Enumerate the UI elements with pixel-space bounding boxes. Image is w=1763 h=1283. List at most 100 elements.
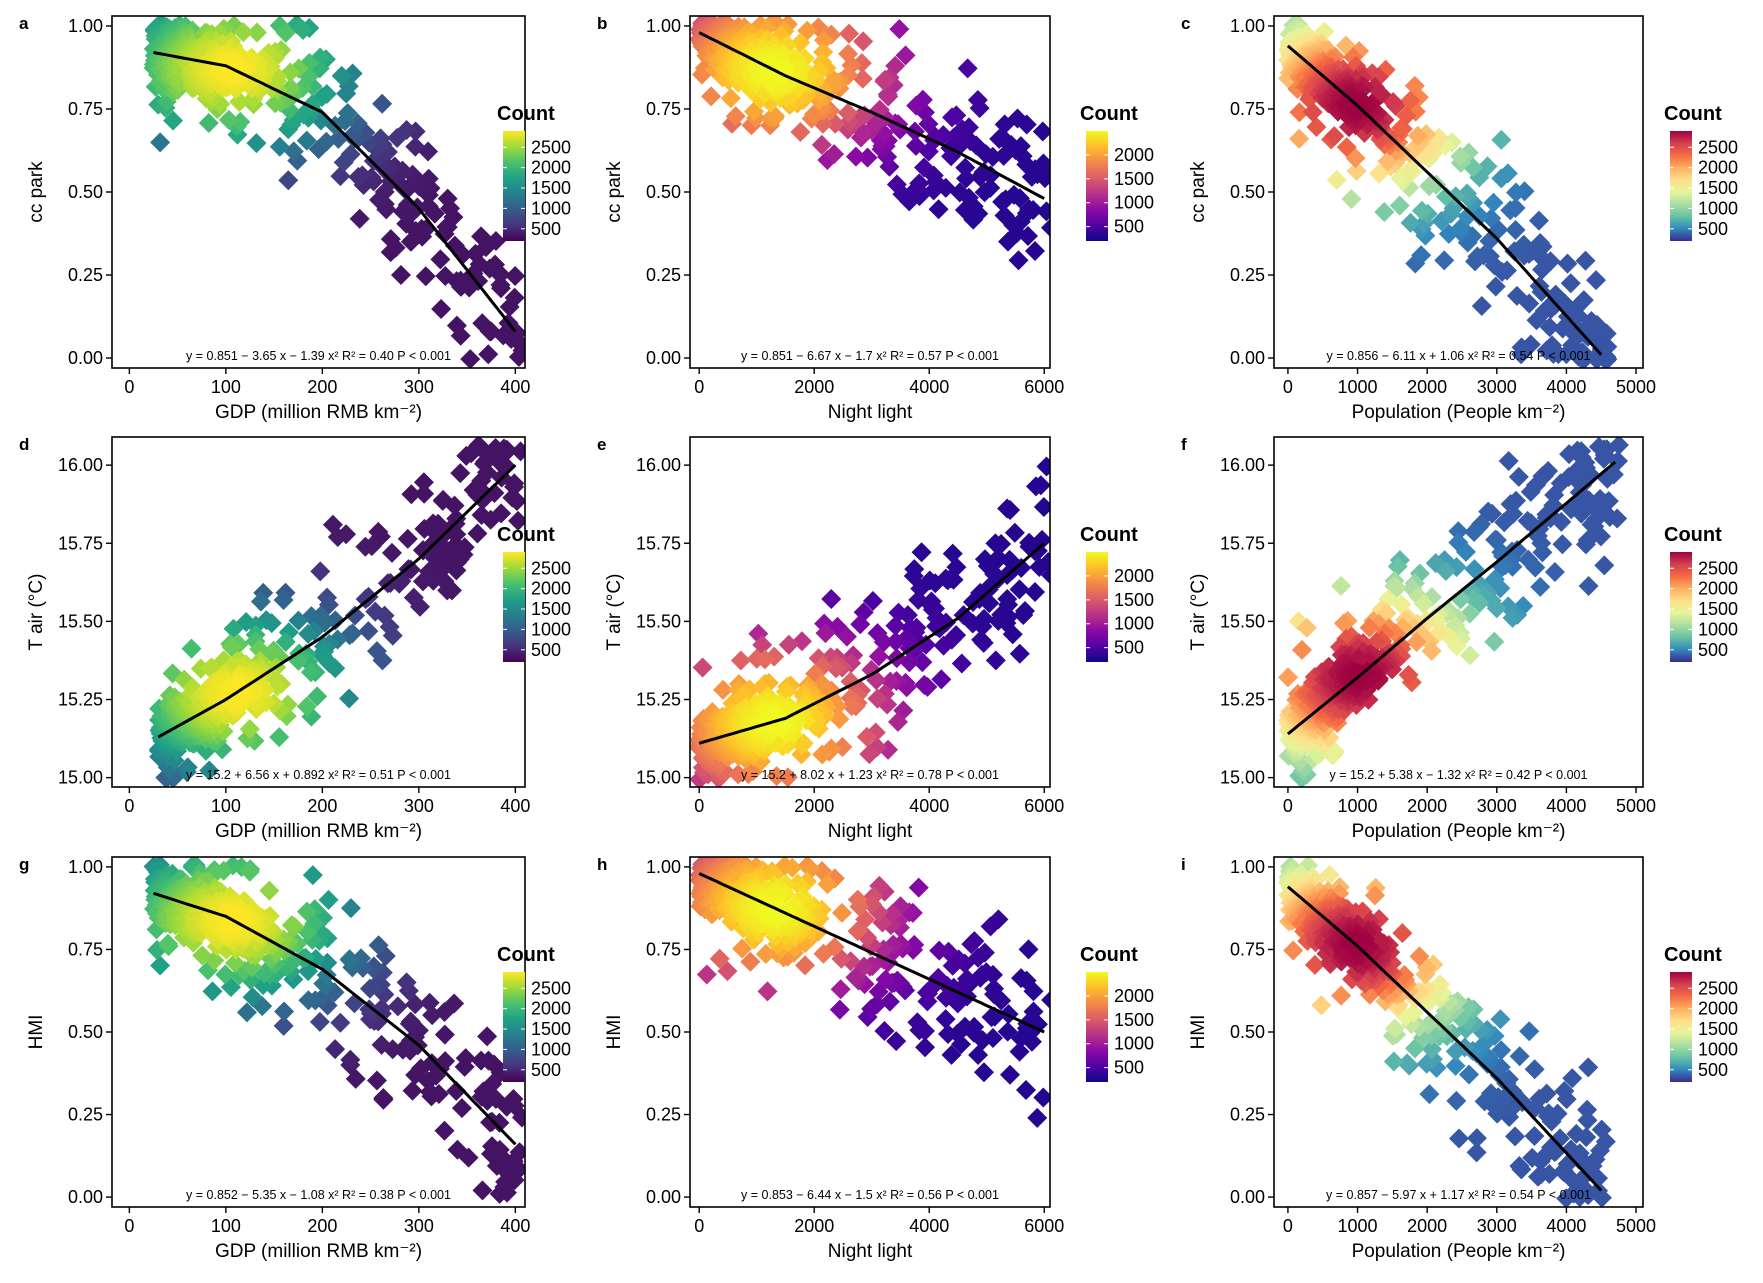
y-axis-title: cc park bbox=[604, 161, 625, 223]
x-axis-title: Population (People km⁻²) bbox=[1352, 402, 1566, 423]
fit-line bbox=[1286, 460, 1617, 736]
x-tick-label: 0 bbox=[124, 796, 134, 816]
legend-title: Count bbox=[1080, 944, 1138, 966]
x-tick-label: 1000 bbox=[1338, 796, 1378, 816]
y-tick-label: 0.75 bbox=[1230, 99, 1265, 119]
x-axis-title: GDP (million RMB km⁻²) bbox=[215, 1241, 422, 1262]
legend-title: Count bbox=[497, 103, 555, 125]
legend-label: 2500 bbox=[531, 558, 571, 578]
panel-i: i 0 1000 2000 3000 4000 5000 0.00 0.25 0.50 0.75 1.… bbox=[1181, 855, 1738, 1262]
x-tick-label: 0 bbox=[1283, 1216, 1293, 1236]
fit-equation: y = 0.857 − 5.97 x + 1.17 x² R² = 0.54 P… bbox=[1326, 1188, 1591, 1202]
y-tick-label: 0.00 bbox=[68, 1187, 103, 1207]
y-tick-label: 0.00 bbox=[646, 348, 681, 368]
x-tick-label: 6000 bbox=[1024, 377, 1064, 397]
y-tick-label: 0.75 bbox=[1230, 939, 1265, 959]
y-axis-title: HMI bbox=[604, 1015, 625, 1050]
y-tick-label: 0.25 bbox=[1230, 1105, 1265, 1125]
legend-title: Count bbox=[1664, 103, 1722, 125]
x-tick-label: 100 bbox=[211, 377, 241, 397]
legend-label: 1500 bbox=[1698, 178, 1738, 198]
x-tick-label: 1000 bbox=[1338, 377, 1378, 397]
fit-equation: y = 0.853 − 6.44 x − 1.5 x² R² = 0.56 P … bbox=[741, 1188, 999, 1202]
x-tick-label: 400 bbox=[500, 377, 530, 397]
legend-label: 500 bbox=[1698, 640, 1728, 660]
legend-colorbar bbox=[1670, 552, 1692, 662]
y-tick-label: 1.00 bbox=[1230, 16, 1265, 36]
fit-line bbox=[698, 542, 1046, 745]
y-axis-title: cc park bbox=[26, 161, 47, 223]
panel-g: g 0 100 200 300 400 0.00 0.25 0.50 0.75 1.00 GDP (m… bbox=[19, 855, 571, 1262]
x-tick-label: 2000 bbox=[1407, 796, 1447, 816]
panel-letter: c bbox=[1181, 14, 1190, 33]
x-tick-label: 2000 bbox=[794, 796, 834, 816]
legend-label: 2000 bbox=[1698, 999, 1738, 1019]
density-points bbox=[690, 857, 1050, 1128]
legend-title: Count bbox=[1664, 944, 1722, 966]
x-tick-label: 5000 bbox=[1616, 796, 1656, 816]
density-points bbox=[690, 16, 1050, 271]
y-axis-title: T air (°C) bbox=[26, 574, 47, 651]
x-tick-label: 0 bbox=[694, 1216, 704, 1236]
legend-label: 1000 bbox=[531, 1039, 571, 1059]
x-tick-label: 300 bbox=[404, 377, 434, 397]
y-tick-label: 16.00 bbox=[58, 455, 103, 475]
x-tick-label: 2000 bbox=[794, 377, 834, 397]
panel-f: f 0 1000 2000 3000 4000 5000 15.00 15.25 15.50 15.… bbox=[1181, 435, 1738, 842]
y-tick-label: 0.00 bbox=[1230, 348, 1265, 368]
legend-label: 500 bbox=[531, 640, 561, 660]
legend-label: 1500 bbox=[531, 599, 571, 619]
x-axis-title: Night light bbox=[828, 821, 913, 842]
y-tick-label: 0.50 bbox=[1230, 182, 1265, 202]
y-tick-label: 0.50 bbox=[646, 182, 681, 202]
legend-colorbar bbox=[503, 552, 525, 662]
fit-equation: y = 0.851 − 6.67 x − 1.7 x² R² = 0.57 P … bbox=[741, 349, 999, 363]
x-tick-label: 400 bbox=[500, 1216, 530, 1236]
fit-equation: y = 0.852 − 5.35 x − 1.08 x² R² = 0.38 P… bbox=[186, 1188, 451, 1202]
y-tick-label: 1.00 bbox=[646, 16, 681, 36]
x-tick-label: 300 bbox=[404, 1216, 434, 1236]
x-tick-label: 400 bbox=[500, 796, 530, 816]
y-tick-label: 0.25 bbox=[1230, 265, 1265, 285]
fit-equation: y = 15.2 + 6.56 x + 0.892 x² R² = 0.51 P… bbox=[186, 768, 451, 782]
panel-letter: f bbox=[1181, 435, 1187, 454]
legend-label: 1500 bbox=[531, 178, 571, 198]
y-tick-label: 0.25 bbox=[646, 265, 681, 285]
legend-label: 500 bbox=[1698, 219, 1728, 239]
y-tick-label: 15.50 bbox=[58, 611, 103, 631]
legend-label: 2500 bbox=[531, 137, 571, 157]
density-points bbox=[1277, 16, 1618, 368]
x-tick-label: 200 bbox=[307, 1216, 337, 1236]
y-tick-label: 0.75 bbox=[68, 99, 103, 119]
legend-label: 1500 bbox=[1114, 1010, 1154, 1030]
y-axis-title: HMI bbox=[26, 1015, 47, 1050]
x-tick-label: 2000 bbox=[1407, 377, 1447, 397]
x-tick-label: 0 bbox=[694, 377, 704, 397]
y-tick-label: 0.25 bbox=[68, 265, 103, 285]
fit-line bbox=[1286, 44, 1603, 356]
legend-colorbar bbox=[1670, 972, 1692, 1082]
y-axis-title: cc park bbox=[1188, 161, 1209, 223]
legend-colorbar bbox=[503, 972, 525, 1082]
legend-label: 2500 bbox=[1698, 978, 1738, 998]
legend-label: 500 bbox=[1114, 217, 1144, 237]
x-axis-title: GDP (million RMB km⁻²) bbox=[215, 402, 422, 423]
x-tick-label: 5000 bbox=[1616, 1216, 1656, 1236]
x-tick-label: 6000 bbox=[1024, 796, 1064, 816]
y-tick-label: 15.75 bbox=[636, 533, 681, 553]
fit-equation: y = 15.2 + 8.02 x + 1.23 x² R² = 0.78 P … bbox=[741, 768, 999, 782]
fit-line bbox=[698, 872, 1045, 1034]
y-axis-title: HMI bbox=[1188, 1015, 1209, 1050]
x-tick-label: 2000 bbox=[1407, 1216, 1447, 1236]
x-tick-label: 4000 bbox=[909, 377, 949, 397]
panel-c: c 0 1000 2000 3000 4000 5000 0.00 0.25 0.50 0.75 1.… bbox=[1181, 14, 1738, 423]
legend-label: 2500 bbox=[1698, 558, 1738, 578]
y-tick-label: 0.50 bbox=[1230, 1022, 1265, 1042]
legend-label: 1000 bbox=[1698, 619, 1738, 639]
legend-label: 1500 bbox=[1114, 590, 1154, 610]
legend-title: Count bbox=[497, 944, 555, 966]
x-tick-label: 200 bbox=[307, 377, 337, 397]
